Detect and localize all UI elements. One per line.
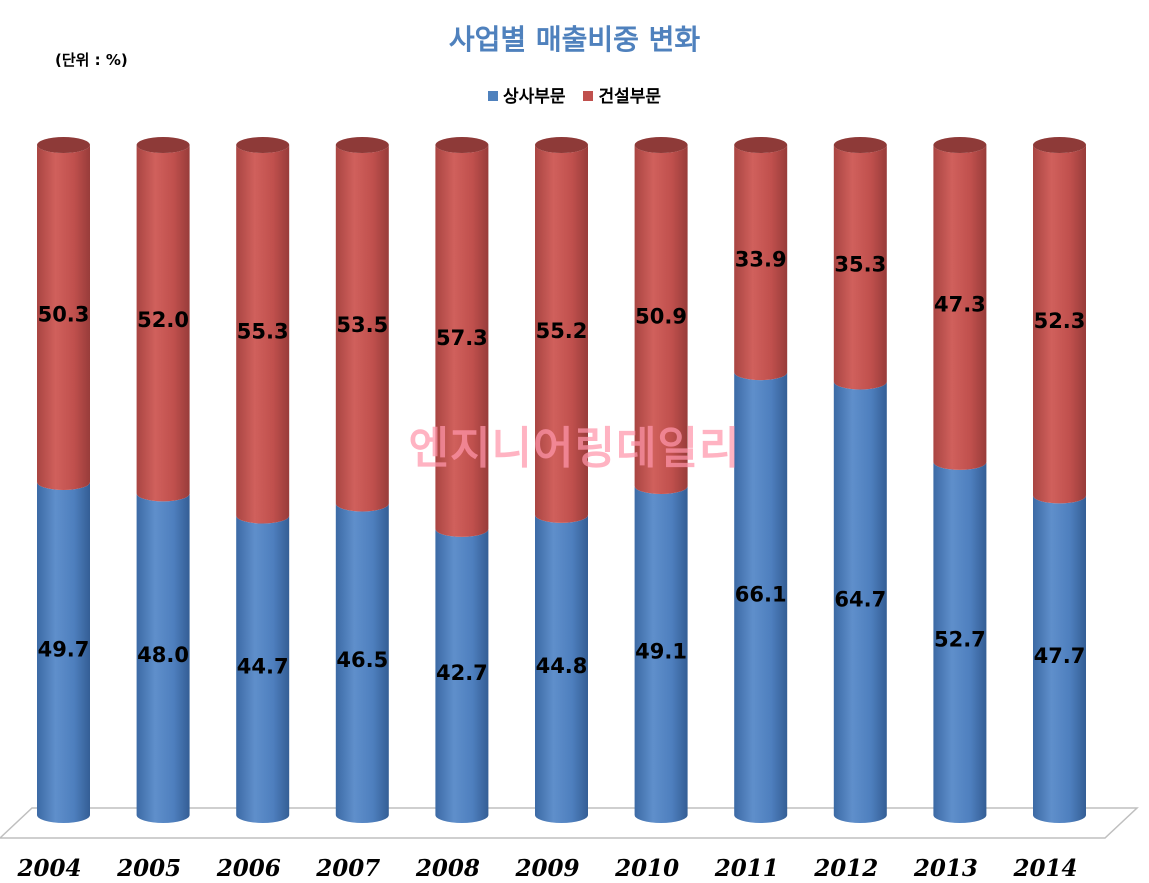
bar-segment-construction-2012	[833, 145, 887, 390]
bar-cap-2006	[236, 137, 290, 153]
bar-segment-construction-2014	[1033, 145, 1086, 504]
bar-segment-construction-2010	[634, 145, 688, 495]
bar-segment-construction-2009	[535, 145, 588, 523]
bar-segment-trading-2005	[136, 493, 190, 823]
tick-label-2014: 2014	[1012, 855, 1077, 882]
data-label-construction-2014: 52.3	[1034, 309, 1086, 333]
data-label-construction-2009: 55.2	[536, 319, 588, 343]
data-label-construction-2005: 52.0	[137, 308, 189, 332]
bar-cap-2014	[1033, 137, 1086, 153]
legend-item-trading: 상사부문	[487, 82, 566, 107]
bar-segment-trading-2011	[734, 372, 788, 823]
bar-segment-construction-2004	[37, 145, 90, 491]
bar-segment-trading-2008	[435, 528, 489, 823]
bar-segment-construction-2013	[933, 145, 987, 470]
bar-segment-construction-2011	[734, 145, 788, 381]
bar-2005	[136, 137, 190, 823]
bar-segment-trading-2004	[37, 482, 90, 823]
bar-cap-2004	[37, 137, 90, 153]
tick-label-2013: 2013	[913, 855, 978, 882]
data-label-trading-2010: 49.1	[635, 640, 687, 664]
bar-cap-2005	[136, 137, 190, 153]
bar-2010	[634, 137, 688, 823]
tick-label-2007: 2007	[315, 855, 380, 882]
bar-segment-trading-2006	[236, 515, 290, 823]
chart-title: 사업별 매출비중 변화	[448, 23, 701, 56]
data-label-construction-2011: 33.9	[735, 248, 787, 272]
bar-cap-2012	[833, 137, 887, 153]
bar-segment-construction-2005	[136, 145, 190, 502]
bar-segment-trading-2014	[1033, 495, 1086, 823]
bar-segment-trading-2007	[335, 503, 389, 823]
bar-2004	[37, 137, 90, 823]
bar-segment-trading-2010	[634, 486, 688, 823]
legend-item-construction: 건설부문	[583, 82, 661, 107]
tick-label-2009: 2009	[514, 855, 579, 882]
data-label-construction-2012: 35.3	[834, 252, 886, 276]
data-label-trading-2011: 66.1	[735, 583, 787, 607]
bar-cap-2013	[933, 137, 987, 153]
data-label-construction-2004: 50.3	[38, 303, 90, 327]
floor-plane	[0, 807, 1139, 839]
legend-label-trading: 상사부문	[502, 87, 566, 107]
bar-2012	[833, 137, 887, 823]
data-label-construction-2010: 50.9	[635, 305, 687, 329]
data-label-trading-2013: 52.7	[934, 627, 986, 651]
bar-segment-construction-2007	[335, 145, 389, 512]
data-label-trading-2009: 44.8	[536, 654, 588, 678]
bar-2013	[933, 137, 987, 823]
bar-2008	[435, 137, 489, 823]
bar-segment-trading-2013	[933, 461, 987, 823]
data-label-construction-2008: 57.3	[436, 326, 488, 350]
tick-label-2004: 2004	[16, 855, 81, 882]
bar-2007	[335, 137, 389, 823]
tick-label-2010: 2010	[614, 855, 679, 882]
bar-segment-trading-2012	[833, 381, 887, 823]
bar-segment-construction-2008	[435, 145, 489, 537]
data-label-trading-2004: 49.7	[38, 638, 90, 662]
data-label-trading-2008: 42.7	[436, 661, 488, 685]
tick-label-2012: 2012	[813, 855, 878, 882]
watermark: 엔지니어링데일리	[408, 423, 741, 474]
bar-cap-2011	[734, 137, 788, 153]
bar-2006	[236, 137, 290, 823]
data-label-trading-2007: 46.5	[336, 648, 388, 672]
data-label-construction-2013: 47.3	[934, 292, 986, 316]
legend-label-construction: 건설부문	[598, 87, 662, 107]
data-label-trading-2014: 47.7	[1034, 644, 1086, 668]
legend-swatch-construction	[583, 91, 594, 101]
bar-cap-2007	[335, 137, 389, 153]
tick-label-2011: 2011	[714, 855, 779, 882]
tick-label-2005: 2005	[116, 855, 181, 882]
data-label-trading-2012: 64.7	[834, 587, 886, 611]
data-label-construction-2006: 55.3	[237, 319, 289, 343]
bar-cap-2008	[435, 137, 489, 153]
bar-cap-2009	[535, 137, 588, 153]
bar-segment-construction-2006	[236, 145, 290, 524]
data-label-trading-2005: 48.0	[137, 643, 189, 667]
data-label-construction-2007: 53.5	[336, 313, 388, 337]
legend-swatch-trading	[487, 91, 498, 101]
bar-segment-trading-2009	[535, 514, 588, 823]
legend: 상사부문 건설부문	[0, 82, 1149, 107]
tick-label-2006: 2006	[216, 855, 281, 882]
unit-note: (단위 : %)	[55, 51, 128, 69]
bar-2014	[1033, 137, 1086, 823]
bar-cap-2010	[634, 137, 688, 153]
bar-2011	[734, 137, 788, 823]
bar-2009	[535, 137, 588, 823]
tick-label-2008: 2008	[415, 855, 480, 882]
data-label-trading-2006: 44.7	[237, 654, 289, 678]
